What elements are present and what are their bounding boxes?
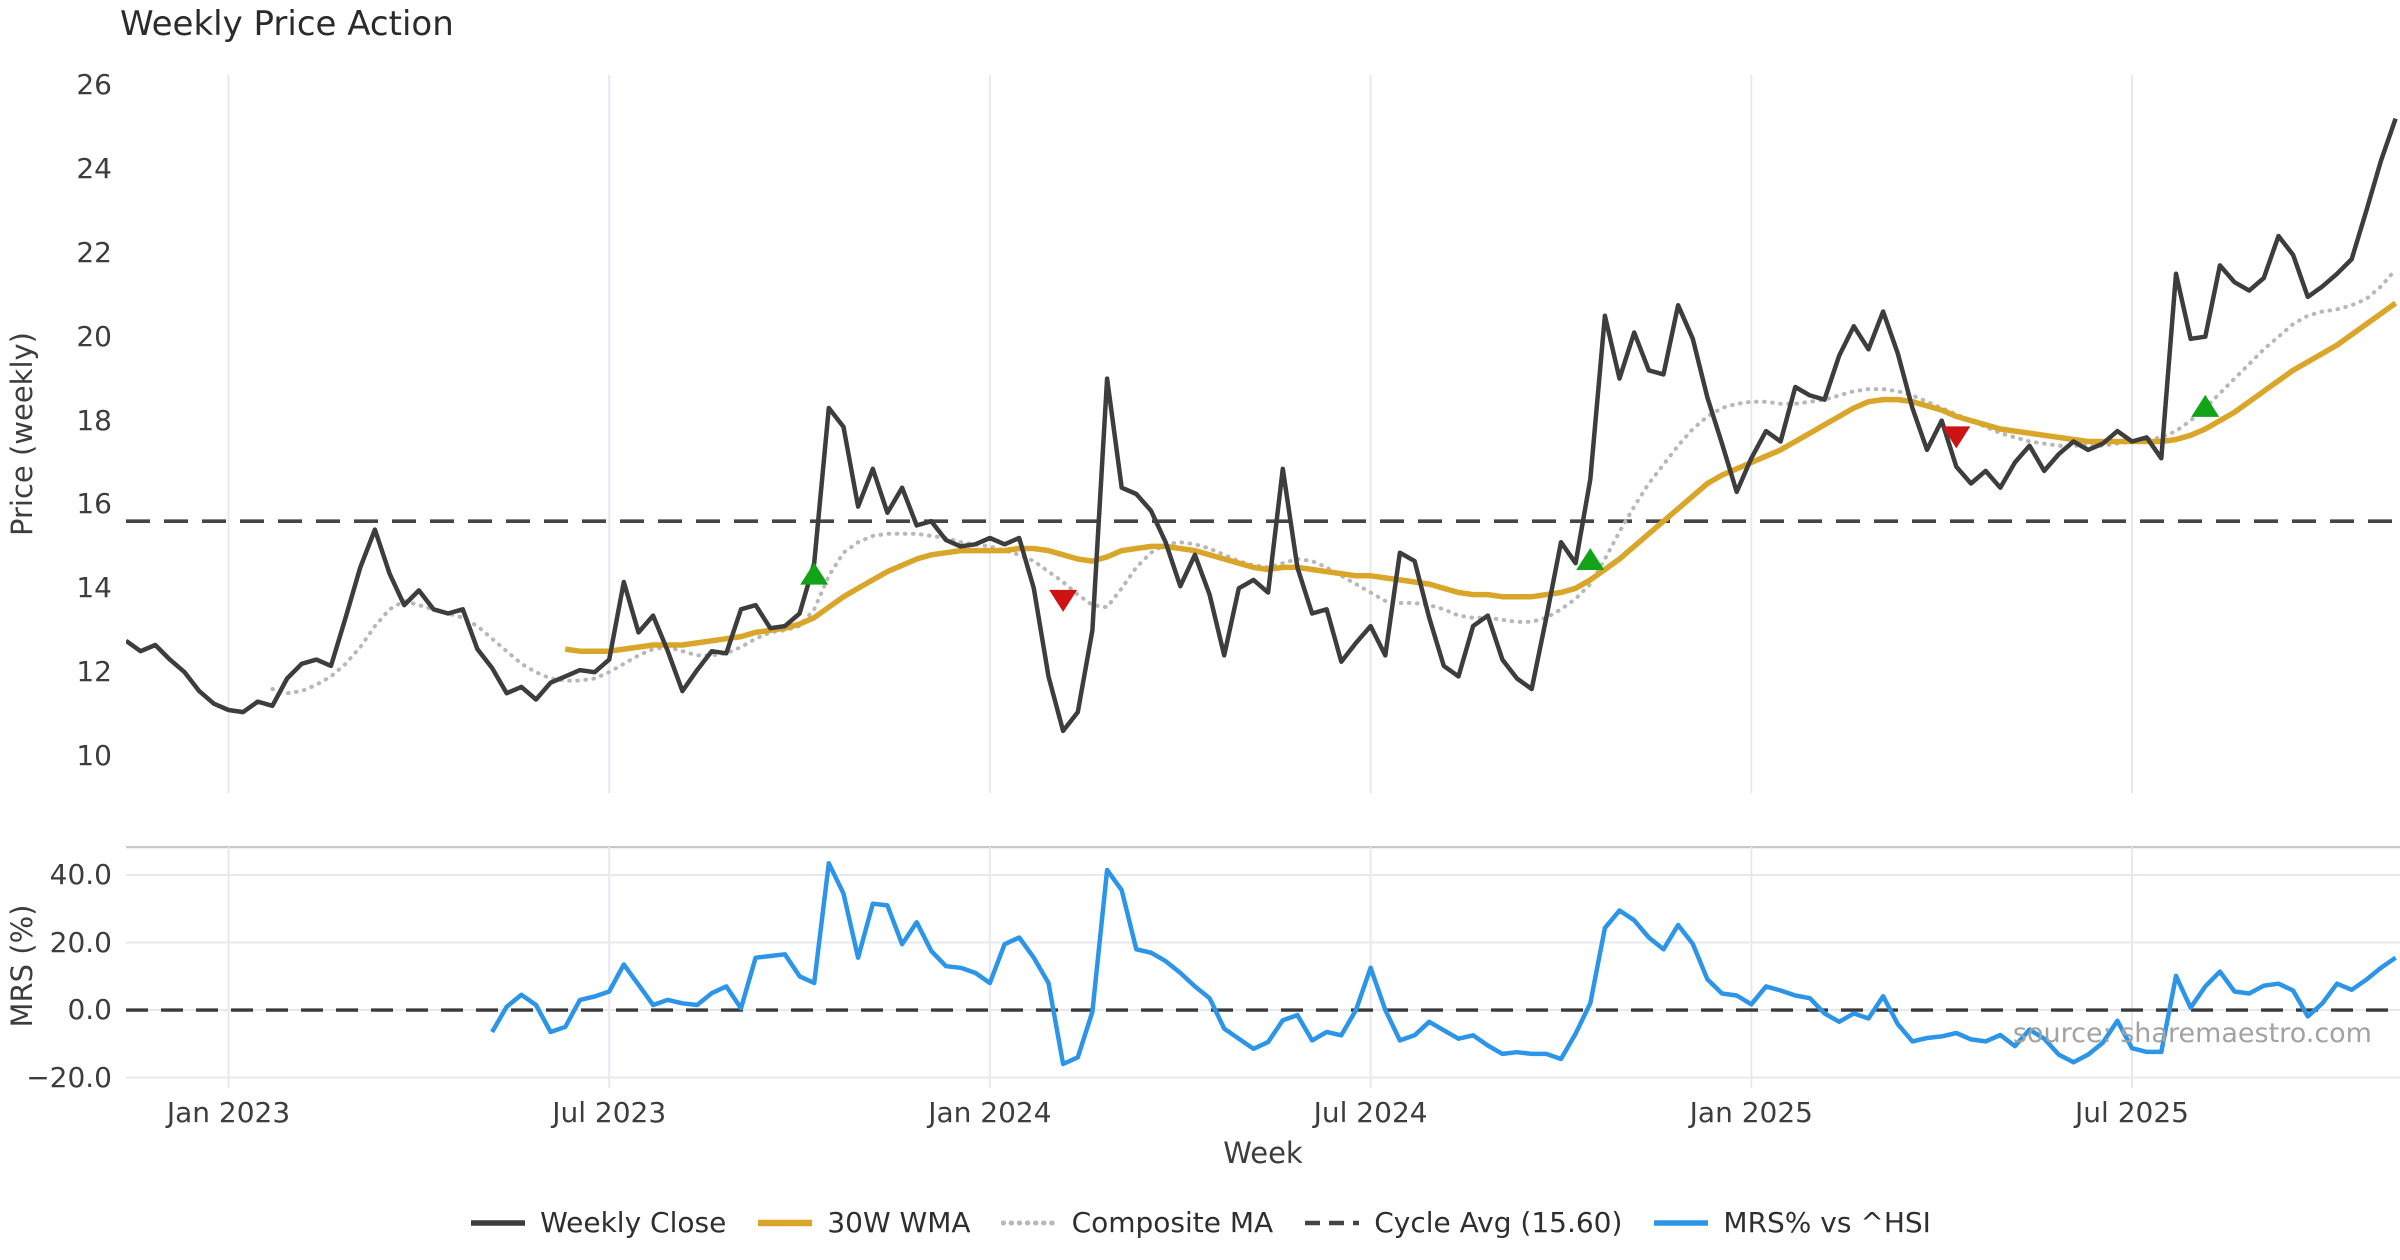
- legend-item: Composite MA: [1000, 1206, 1274, 1239]
- mrs-ytick-label: 0.0: [67, 993, 112, 1027]
- legend-label: Weekly Close: [540, 1206, 727, 1239]
- legend-label: MRS% vs ^HSI: [1723, 1206, 1931, 1239]
- legend-line-swatch: [1000, 1220, 1059, 1225]
- legend-line-swatch: [1305, 1220, 1360, 1225]
- legend-label: Cycle Avg (15.60): [1374, 1206, 1623, 1239]
- chart-title: Weekly Price Action: [120, 4, 454, 44]
- price-panel-plot: [126, 75, 2400, 793]
- legend-line-swatch: [471, 1219, 526, 1226]
- weekly-close-line: [126, 117, 2398, 734]
- price-ytick-label: 18: [76, 403, 112, 437]
- legend-item: Cycle Avg (15.60): [1303, 1206, 1622, 1239]
- legend-line-swatch: [758, 1219, 813, 1226]
- price-ytick-label: 24: [76, 151, 112, 185]
- price-ytick-label: 26: [76, 68, 112, 102]
- legend-item: MRS% vs ^HSI: [1652, 1206, 1931, 1239]
- mrs-ytick-label: 40.0: [49, 858, 112, 892]
- legend-line-swatch: [1654, 1219, 1709, 1226]
- mrs-panel-plot: [126, 846, 2400, 1088]
- buy-signal-marker: [2191, 394, 2220, 417]
- wma-30w-line: [564, 300, 2398, 654]
- legend: Weekly Close 30W WMA Composite MA Cycle Avg…: [0, 1206, 2400, 1239]
- sell-signal-marker: [1942, 426, 1971, 449]
- week-axis-label: Week: [1223, 1136, 1303, 1170]
- x-tick-label: Jan 2024: [928, 1096, 1052, 1129]
- legend-item: Weekly Close: [469, 1206, 726, 1239]
- price-ytick-label: 22: [76, 235, 112, 269]
- price-ytick-label: 16: [76, 487, 112, 521]
- x-tick-label: Jan 2023: [166, 1096, 291, 1129]
- x-tick-label: Jul 2023: [552, 1096, 667, 1129]
- x-tick-label: Jan 2025: [1689, 1096, 1813, 1129]
- legend-label: Composite MA: [1071, 1206, 1274, 1239]
- x-tick-label: Jul 2025: [2075, 1096, 2189, 1129]
- price-ytick-label: 12: [76, 655, 112, 689]
- legend-label: 30W WMA: [827, 1206, 971, 1239]
- buy-signal-marker: [1576, 547, 1605, 570]
- mrs-line: [490, 860, 2397, 1067]
- legend-item: 30W WMA: [756, 1206, 971, 1239]
- price-ytick-label: 20: [76, 319, 112, 353]
- price-ytick-label: 10: [76, 739, 112, 773]
- price-ytick-label: 14: [76, 571, 112, 605]
- x-tick-label: Jul 2024: [1313, 1096, 1428, 1129]
- mrs-ytick-label: 20.0: [49, 925, 112, 959]
- buy-signal-marker: [800, 562, 829, 585]
- source-watermark: source: sharemaestro.com: [2012, 1018, 2372, 1049]
- mrs-ytick-label: −20.0: [26, 1060, 112, 1094]
- sell-signal-marker: [1049, 589, 1078, 612]
